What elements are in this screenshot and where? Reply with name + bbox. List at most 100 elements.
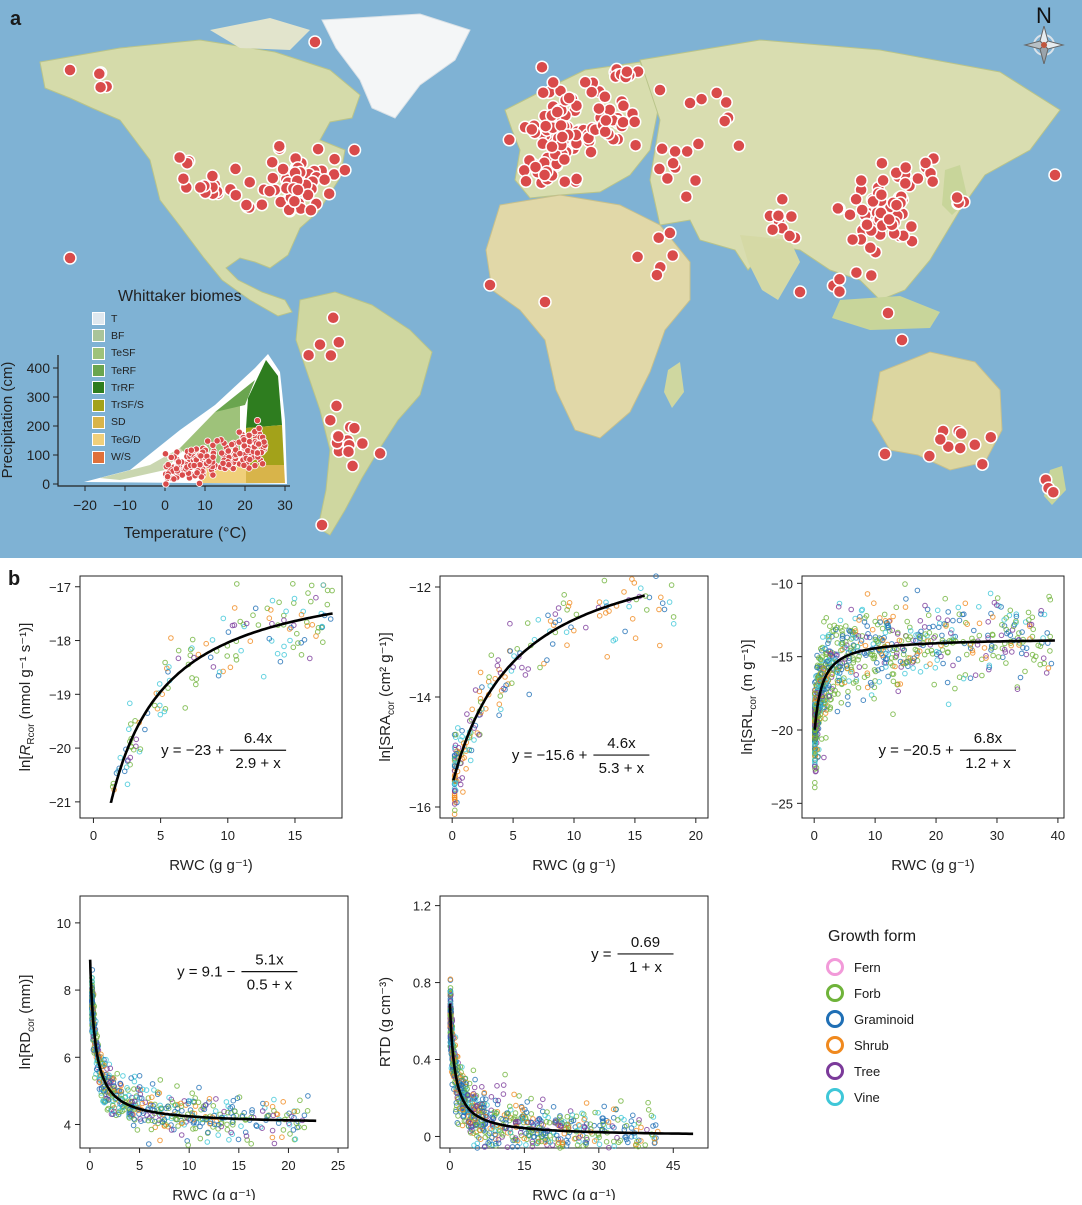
inset-axes [57, 355, 290, 487]
data-point [175, 1123, 181, 1129]
data-point [169, 1099, 176, 1105]
data-point [495, 1097, 502, 1104]
data-point [596, 1134, 602, 1141]
data-point [601, 577, 608, 584]
data-point [994, 602, 1000, 608]
data-point [834, 669, 841, 676]
data-point [645, 1107, 652, 1113]
site-marker [63, 251, 77, 265]
biome-subtropical-desert [246, 465, 285, 483]
data-point [583, 1140, 590, 1146]
data-point [1001, 617, 1008, 623]
site-marker [653, 83, 667, 97]
data-point [863, 634, 870, 640]
data-point [193, 676, 200, 682]
data-point [892, 663, 898, 670]
data-point [471, 737, 477, 743]
data-point [838, 700, 845, 706]
x-tick-label: 45 [666, 1158, 680, 1173]
data-point [142, 726, 148, 733]
data-point [233, 657, 240, 663]
data-point [221, 1108, 227, 1115]
site-marker [954, 426, 968, 441]
data-point [638, 1124, 644, 1131]
data-point [945, 701, 952, 708]
plot-sra: 0 5 10 15 20 −12 −14 −16 RWC (g g⁻¹) ln[SRAcor (c… [377, 573, 709, 874]
data-point [454, 1120, 461, 1126]
site-marker [313, 337, 327, 352]
inset-x-tick-label: 0 [161, 497, 169, 513]
data-point [447, 997, 454, 1004]
data-point [507, 1103, 513, 1110]
data-point [623, 1136, 630, 1143]
site-marker [878, 447, 892, 461]
biome-legend-item: SD [92, 414, 242, 431]
fit-equation: y = 0.69 1 + x [591, 934, 674, 976]
biome-swatch [92, 312, 105, 326]
x-tick-label: 25 [331, 1158, 345, 1173]
panel-b-plots: b 0 5 10 15 −17 −18 −19 −20 −21 RWC (g g⁻¹) ln[RRc… [0, 558, 1082, 1204]
site-marker [882, 212, 896, 227]
y-tick-label: −14 [409, 690, 431, 705]
data-point [472, 1076, 478, 1083]
scatter-points [812, 581, 1055, 791]
data-point [985, 635, 991, 641]
legend-ring-icon [826, 1088, 844, 1106]
site-marker [1048, 168, 1062, 182]
data-point [1038, 607, 1044, 614]
data-point [812, 741, 818, 747]
data-point [894, 631, 901, 637]
legend-ring-icon [826, 1010, 844, 1028]
data-point [626, 603, 632, 610]
data-point [101, 1085, 107, 1092]
data-point [466, 1080, 473, 1087]
data-point [249, 1107, 255, 1113]
data-point [471, 1106, 478, 1113]
data-point [500, 1091, 507, 1097]
data-point [621, 589, 627, 595]
site-marker [680, 144, 694, 159]
data-point [1040, 655, 1047, 661]
data-point [979, 672, 985, 679]
data-point [875, 667, 881, 673]
data-point [255, 622, 262, 628]
data-point [812, 757, 818, 764]
data-point [304, 619, 310, 625]
data-point [496, 712, 502, 718]
biome-legend-item: TrRF [92, 379, 242, 396]
data-point [934, 657, 941, 663]
data-point [971, 627, 977, 634]
site-marker [338, 163, 352, 177]
data-point [161, 708, 168, 715]
data-point [862, 642, 869, 649]
inset-site-point [162, 480, 170, 488]
site-marker [628, 138, 643, 152]
data-point [452, 1108, 459, 1115]
data-point [259, 1108, 266, 1114]
data-point [190, 1126, 196, 1132]
site-marker [536, 85, 550, 100]
data-point [924, 606, 931, 613]
site-marker [324, 348, 338, 363]
data-point [528, 1095, 534, 1102]
data-point [595, 1110, 601, 1116]
data-point [313, 633, 319, 639]
biome-legend-label: TrRF [111, 381, 135, 394]
inset-site-point [224, 447, 232, 455]
inset-x-tick-label: 30 [277, 497, 293, 513]
site-marker [311, 142, 325, 156]
data-point [479, 1121, 486, 1128]
site-marker [925, 174, 940, 189]
data-point [628, 1134, 635, 1140]
y-tick-label: −20 [771, 723, 793, 738]
data-point [459, 733, 465, 740]
fit-curve [813, 639, 1055, 730]
data-point [591, 1138, 598, 1144]
data-point [483, 1096, 489, 1103]
data-point [259, 1125, 265, 1132]
x-tick-label: 5 [157, 828, 164, 843]
data-point [230, 1122, 236, 1128]
site-marker [93, 80, 108, 94]
data-point [324, 601, 331, 608]
land-north-america [39, 39, 361, 317]
